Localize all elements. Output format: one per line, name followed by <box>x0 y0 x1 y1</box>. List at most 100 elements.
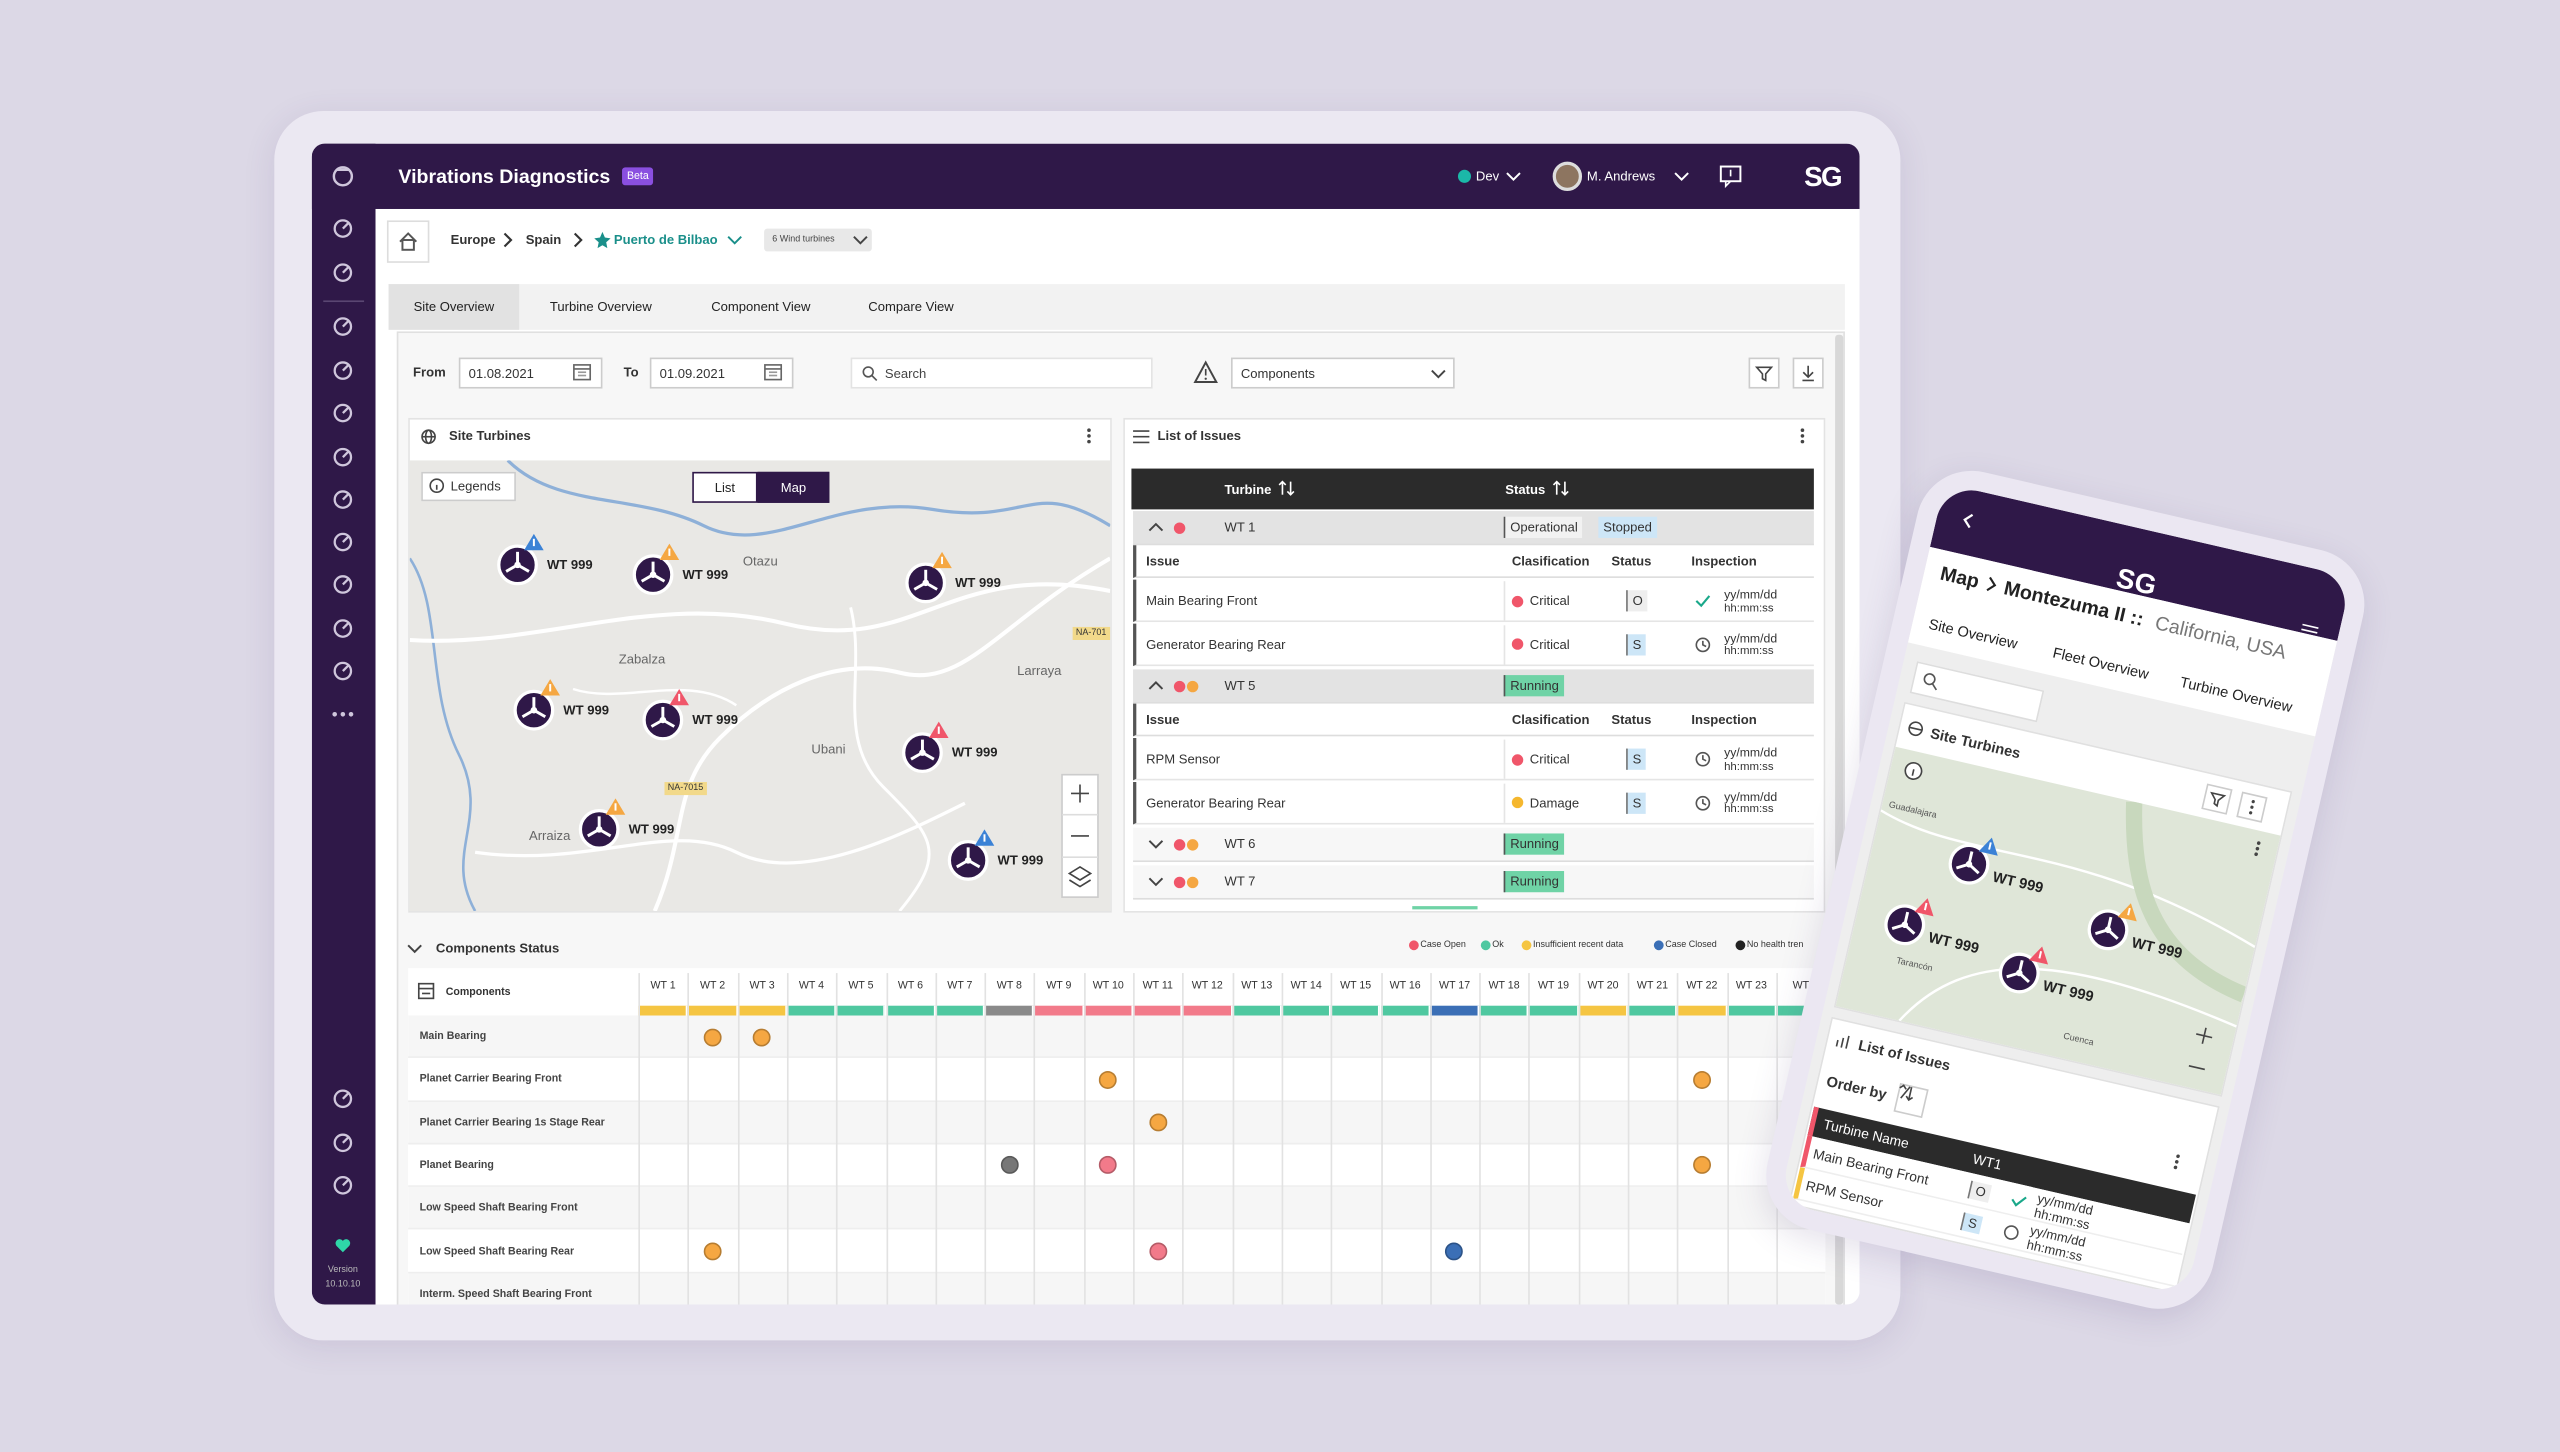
icon-part <box>1087 434 1091 438</box>
status-dot[interactable] <box>1445 1242 1464 1261</box>
status-dot[interactable] <box>1148 1113 1167 1132</box>
sidebar-icon[interactable] <box>331 261 354 284</box>
filter-button[interactable] <box>1748 357 1780 389</box>
sidebar-icon[interactable] <box>331 217 354 240</box>
section-chevron[interactable] <box>407 940 423 956</box>
status-dot[interactable] <box>703 1242 722 1261</box>
status-dot[interactable] <box>1692 1156 1711 1175</box>
card-menu[interactable] <box>1799 428 1806 444</box>
status-dot[interactable] <box>1148 1242 1167 1261</box>
sidebar-icon[interactable] <box>331 1131 354 1154</box>
status-dot[interactable] <box>703 1027 722 1046</box>
phone-turbine[interactable] <box>1879 898 1934 950</box>
calendar-icon[interactable] <box>573 362 592 381</box>
column-line <box>1083 973 1085 1305</box>
view-toggle[interactable] <box>757 471 830 503</box>
phone-info[interactable] <box>1902 759 1925 782</box>
turbine-marker[interactable] <box>513 679 560 731</box>
view-toggle-label[interactable]: List <box>714 479 736 495</box>
phone-more[interactable] <box>2236 791 2268 823</box>
expand-chevron[interactable] <box>1148 836 1164 852</box>
phone-turbine[interactable] <box>2083 903 2137 955</box>
tab-label[interactable]: Component View <box>711 299 811 315</box>
tab-label[interactable]: Compare View <box>868 299 954 315</box>
turbine-marker[interactable] <box>642 688 689 741</box>
user-name[interactable]: M. Andrews <box>1586 168 1656 184</box>
turbine-marker[interactable] <box>632 543 680 596</box>
from-input[interactable] <box>458 357 603 389</box>
breadcrumb-item[interactable]: Puerto de Bilbao <box>613 232 718 248</box>
components-dropdown[interactable] <box>1231 357 1455 389</box>
issues-header[interactable]: Turbine <box>1224 481 1272 497</box>
status-dot[interactable] <box>1099 1156 1118 1175</box>
column-line <box>1677 973 1679 1305</box>
card-menu[interactable] <box>1086 428 1093 444</box>
sidebar-icon[interactable] <box>331 531 354 554</box>
calendar-icon[interactable] <box>764 362 783 381</box>
status-dot[interactable] <box>1692 1070 1711 1089</box>
sidebar-icon[interactable] <box>331 359 354 382</box>
status-bar <box>885 1005 936 1016</box>
phone-turbine[interactable] <box>1944 837 1998 890</box>
icon-part <box>1695 751 1711 767</box>
status-dot[interactable] <box>1099 1070 1118 1089</box>
turbine-marker[interactable] <box>578 798 626 850</box>
turbine-marker[interactable] <box>947 829 995 881</box>
icon-part <box>594 231 611 249</box>
tab-label[interactable]: Turbine Overview <box>549 299 652 315</box>
sidebar-icon[interactable] <box>331 446 354 469</box>
view-toggle-label[interactable]: Map <box>780 479 807 495</box>
phone-zoom[interactable] <box>2177 1016 2224 1087</box>
icon-part <box>2173 1165 2178 1170</box>
sidebar-more[interactable] <box>331 710 354 718</box>
sort-icon[interactable] <box>1552 480 1569 496</box>
icon-part <box>1067 865 1093 881</box>
group-row[interactable] <box>1133 669 1814 704</box>
view-toggle[interactable] <box>692 471 758 503</box>
feedback-icon[interactable] <box>1719 165 1742 189</box>
cell-divider <box>1503 739 1506 779</box>
warning-filter[interactable] <box>1193 360 1218 384</box>
severity-dot <box>1186 838 1199 850</box>
group-row[interactable] <box>1133 865 1814 900</box>
home-button[interactable] <box>386 220 430 263</box>
env-select[interactable]: Dev <box>1475 168 1500 184</box>
tab[interactable] <box>388 284 520 330</box>
breadcrumb-item[interactable]: Spain <box>525 232 562 248</box>
tab-label[interactable]: Site Overview <box>413 299 495 315</box>
collapse-chevron[interactable] <box>1148 678 1164 694</box>
group-row[interactable] <box>1133 827 1814 863</box>
sidebar-icon[interactable] <box>331 402 354 425</box>
breadcrumb-item[interactable]: Europe <box>450 232 496 248</box>
status-chip: Running <box>1503 833 1564 855</box>
phone-map-more[interactable] <box>2252 840 2262 857</box>
phone-filter[interactable] <box>2201 783 2233 815</box>
turbine-marker[interactable] <box>904 551 952 604</box>
back-button[interactable] <box>1958 511 1978 531</box>
status-dot[interactable] <box>1000 1156 1019 1175</box>
phone-turbine[interactable] <box>1994 946 2049 999</box>
turbine-marker[interactable] <box>496 533 544 586</box>
turbine-marker[interactable] <box>901 721 949 774</box>
sidebar-icon[interactable] <box>331 315 354 338</box>
to-input[interactable] <box>649 357 794 389</box>
download-button[interactable] <box>1792 357 1824 389</box>
sidebar-icon[interactable] <box>331 617 354 640</box>
place-label: Zabalza <box>618 652 666 667</box>
sidebar-icon[interactable] <box>331 660 354 683</box>
sidebar-icon[interactable] <box>331 573 354 596</box>
search-input[interactable] <box>850 357 1153 389</box>
clock-icon <box>2002 1223 2022 1243</box>
phone-issues-more[interactable] <box>2172 1153 2182 1170</box>
sidebar-icon[interactable] <box>331 1087 354 1110</box>
status-dot[interactable] <box>753 1027 772 1046</box>
zoom-controls[interactable] <box>1061 773 1099 898</box>
sort-icon[interactable] <box>1278 480 1295 496</box>
collapse-chevron[interactable] <box>1148 519 1164 535</box>
group-row[interactable] <box>1133 511 1814 546</box>
issues-header[interactable]: Status <box>1505 481 1546 497</box>
sidebar-icon[interactable] <box>331 1174 354 1197</box>
phone-sort[interactable] <box>1893 1082 1929 1119</box>
expand-chevron[interactable] <box>1148 873 1164 889</box>
sidebar-icon[interactable] <box>331 488 354 511</box>
